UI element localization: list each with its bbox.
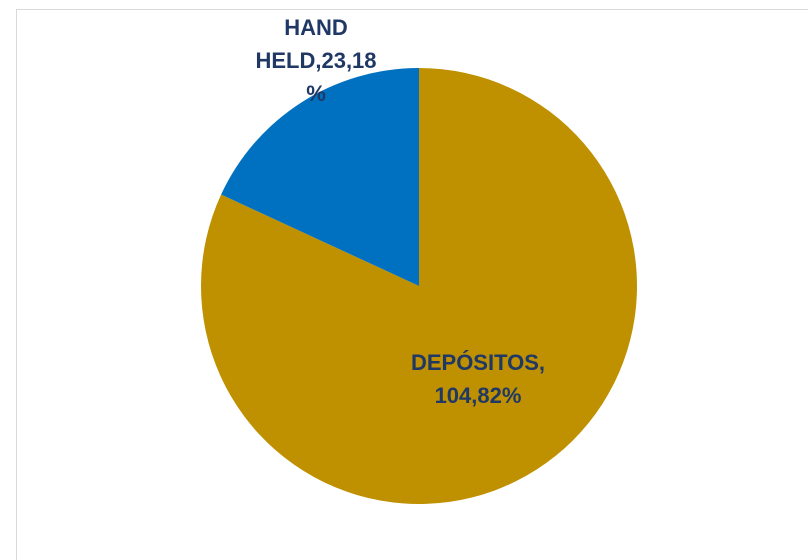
data-label-hand-held: HAND HELD,23,18% <box>255 15 376 106</box>
data-label-line: DEPÓSITOS, <box>411 350 545 375</box>
pie-slices <box>200 68 637 505</box>
data-label-line: HAND <box>284 15 348 40</box>
data-label-line: 104,82% <box>435 383 522 408</box>
data-label-line: % <box>306 81 326 106</box>
pie-slice-hand-held <box>221 68 419 286</box>
data-label-line: HELD,23,18 <box>255 48 376 73</box>
pie-data-labels: DEPÓSITOS, 104,82% HAND HELD,23,18% <box>255 15 545 408</box>
data-label-dep-sitos: DEPÓSITOS, 104,82% <box>411 350 545 408</box>
